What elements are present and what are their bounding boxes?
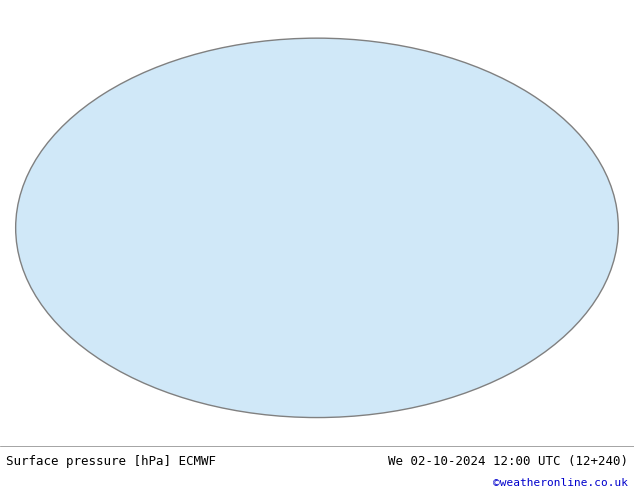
Text: Surface pressure [hPa] ECMWF: Surface pressure [hPa] ECMWF	[6, 455, 216, 468]
Text: We 02-10-2024 12:00 UTC (12+240): We 02-10-2024 12:00 UTC (12+240)	[387, 455, 628, 468]
Text: ©weatheronline.co.uk: ©weatheronline.co.uk	[493, 478, 628, 489]
Ellipse shape	[16, 38, 618, 417]
